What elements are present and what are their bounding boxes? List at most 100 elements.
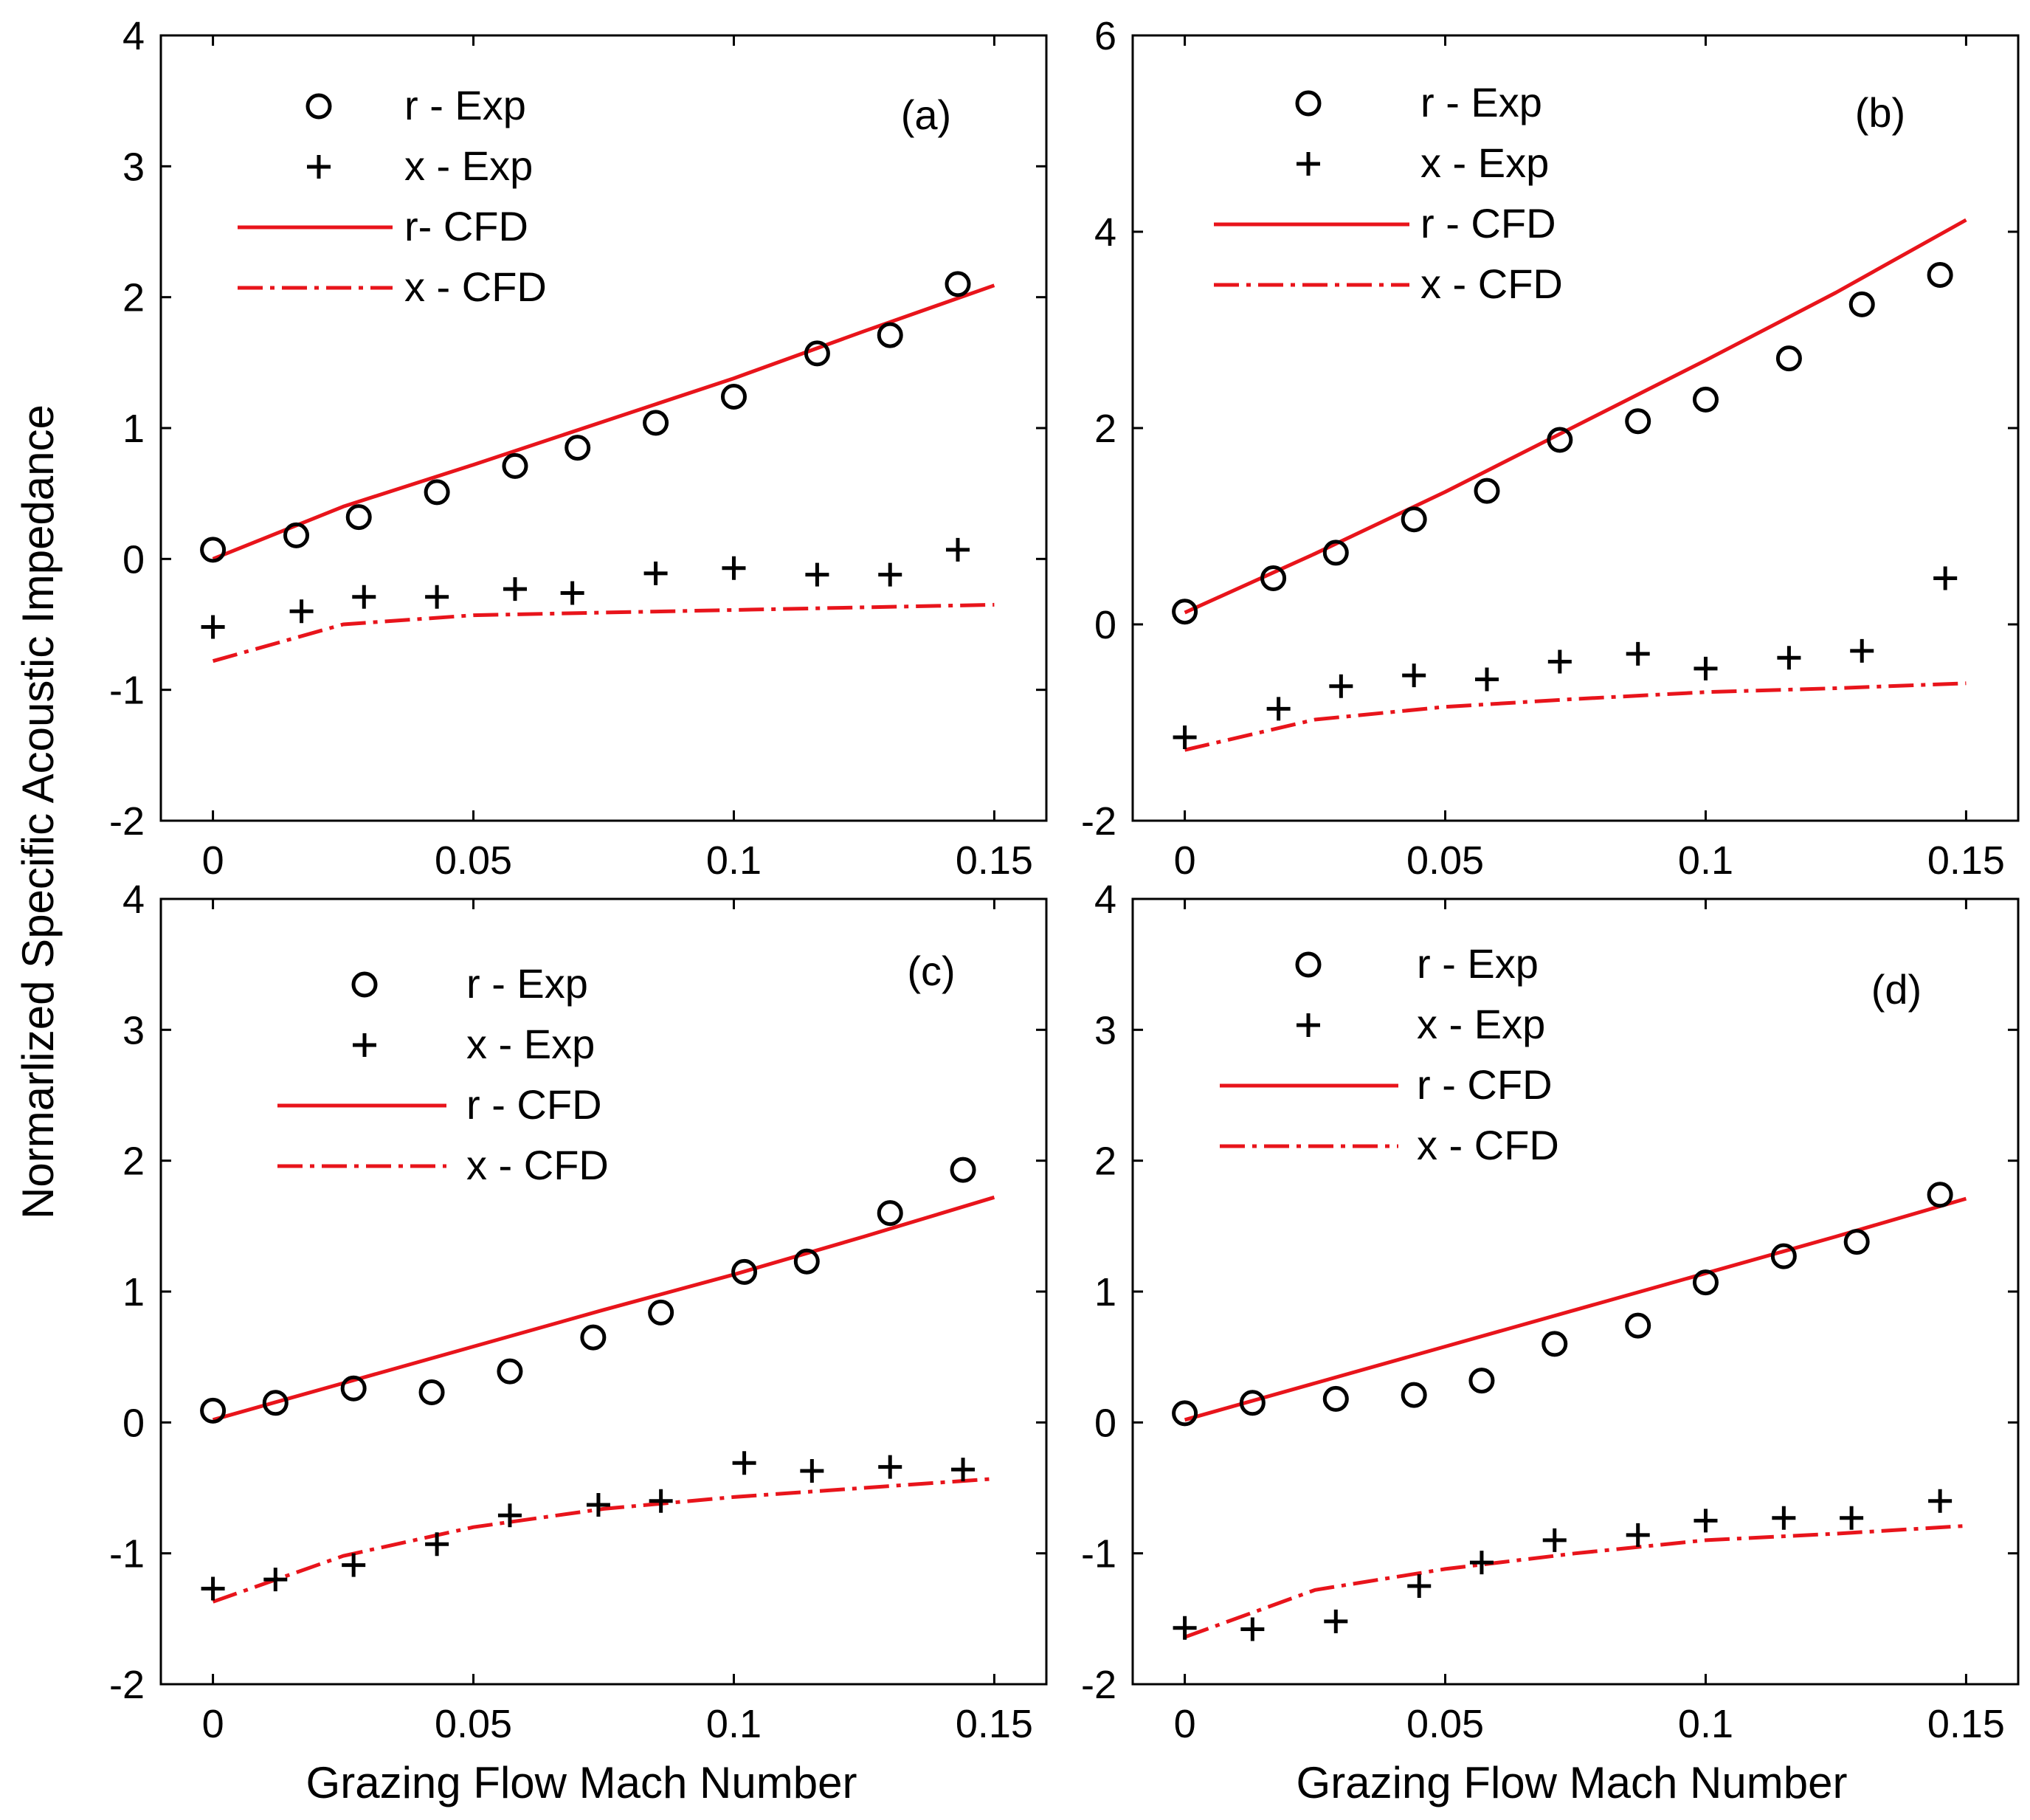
x-exp-point bbox=[1329, 674, 1353, 698]
x-exp-point bbox=[1542, 1528, 1567, 1552]
r-exp-point bbox=[1843, 1229, 1870, 1255]
legend-entry: r - Exp bbox=[1420, 79, 1542, 125]
x-exp-point bbox=[263, 1568, 288, 1592]
x-exp-point bbox=[1626, 1523, 1650, 1547]
legend-x-exp-marker bbox=[307, 155, 331, 179]
r-exp-point bbox=[1692, 1269, 1719, 1296]
x-exp-point bbox=[1469, 1551, 1494, 1575]
legend-entry: x - CFD bbox=[466, 1142, 609, 1188]
legend: r - Exp x - Exp r- CFD x - CFD bbox=[238, 82, 547, 310]
legend-entry: r - Exp bbox=[466, 960, 588, 1007]
panel-label: (c) bbox=[907, 948, 955, 994]
r-exp-point bbox=[340, 1375, 367, 1402]
r-exp-point bbox=[1542, 1331, 1568, 1357]
legend-x-exp-marker bbox=[353, 1033, 376, 1057]
x-exp-point bbox=[289, 599, 314, 624]
legend-entry: r- CFD bbox=[404, 203, 528, 249]
r-exp-point bbox=[1474, 478, 1500, 504]
y-tick-label: 1 bbox=[1094, 1270, 1116, 1314]
r-cfd-line bbox=[1184, 1196, 1967, 1422]
x-tick-label: 0 bbox=[1174, 838, 1196, 883]
legend-r-exp-marker bbox=[305, 93, 332, 120]
y-axis-title: Normarlized Specific Acoustic Impedance bbox=[13, 404, 63, 1219]
x-exp-point bbox=[1173, 1616, 1197, 1640]
r-exp-point bbox=[804, 340, 830, 367]
r-exp-point bbox=[1770, 1243, 1797, 1269]
r-exp-point bbox=[945, 271, 971, 297]
x-cfd-line bbox=[1184, 1523, 1967, 1639]
x-exp-point bbox=[1475, 667, 1499, 692]
y-tick-label: -1 bbox=[109, 669, 145, 713]
r-exp-point bbox=[1468, 1368, 1495, 1394]
legend-entry: x - CFD bbox=[1417, 1122, 1559, 1168]
legend-entry: r - CFD bbox=[466, 1081, 602, 1128]
x-tick-label: 0 bbox=[1174, 1702, 1196, 1746]
x-exp-point bbox=[425, 1532, 449, 1557]
x-exp-point bbox=[1266, 697, 1291, 721]
x-exp-point bbox=[732, 1451, 756, 1475]
x-exp-point bbox=[497, 1503, 522, 1528]
r-cfd-line bbox=[212, 283, 995, 561]
r-exp-point bbox=[1172, 1400, 1198, 1427]
r-cfd-line bbox=[212, 1195, 995, 1422]
r-exp-point bbox=[1848, 291, 1875, 317]
x-exp-point bbox=[560, 581, 584, 605]
legend-entry: x - Exp bbox=[1417, 1001, 1545, 1047]
x-exp-point bbox=[1694, 656, 1718, 680]
axes-box bbox=[159, 34, 1048, 822]
x-cfd-line bbox=[212, 602, 995, 663]
y-tick-label: 1 bbox=[122, 407, 145, 451]
r-exp-point bbox=[1927, 262, 1953, 289]
y-tick-label: 1 bbox=[122, 1270, 145, 1314]
legend-r-exp-marker bbox=[1295, 90, 1322, 117]
y-tick-label: 0 bbox=[122, 1401, 145, 1445]
r-exp-point bbox=[1172, 599, 1198, 625]
r-exp-point bbox=[580, 1324, 607, 1351]
x-exp-point bbox=[1850, 638, 1874, 663]
panels: 0 0.05 0.1 0.15 -2 -1 0 1 2 3 4 r - Exp x - Exp r- CF… bbox=[109, 14, 2020, 1746]
y-tick-label: 2 bbox=[1094, 407, 1116, 451]
r-exp-point bbox=[877, 1200, 903, 1227]
r-exp-point bbox=[502, 452, 528, 479]
legend-entry: x - CFD bbox=[1420, 261, 1563, 307]
y-tick-label: 2 bbox=[122, 1140, 145, 1184]
x-exp-point bbox=[1928, 1489, 1953, 1513]
legend-entry: r - Exp bbox=[404, 82, 526, 128]
legend-entry: x - Exp bbox=[466, 1021, 595, 1067]
r-exp-point bbox=[1547, 427, 1573, 453]
x-exp-point bbox=[1402, 663, 1426, 688]
legend-entry: x - Exp bbox=[404, 142, 533, 189]
r-exp-point bbox=[1692, 386, 1719, 413]
y-tick-label: -2 bbox=[1081, 799, 1116, 844]
x-exp-point bbox=[425, 585, 449, 609]
x-exp-point bbox=[805, 562, 829, 587]
r-exp-point bbox=[424, 479, 450, 506]
x-exp-point bbox=[800, 1458, 824, 1483]
r-exp-point bbox=[1775, 345, 1802, 372]
r-exp-point bbox=[497, 1358, 523, 1385]
x-exp-point bbox=[1324, 1609, 1348, 1633]
legend: r - Exp x - Exp r - CFD x - CFD bbox=[1214, 79, 1563, 307]
r-exp-point bbox=[1401, 506, 1427, 533]
x-exp-point bbox=[1840, 1506, 1864, 1530]
x-exp-point bbox=[1173, 725, 1197, 749]
y-tick-label: -2 bbox=[109, 1663, 145, 1707]
y-tick-label: 3 bbox=[122, 1008, 145, 1052]
r-exp-point bbox=[200, 537, 227, 563]
r-exp-point bbox=[1401, 1382, 1427, 1408]
x-exp-point bbox=[201, 615, 225, 639]
x-tick-label: 0.1 bbox=[706, 1702, 762, 1746]
y-tick-label: 6 bbox=[1094, 14, 1116, 58]
r-exp-point bbox=[418, 1379, 445, 1406]
y-tick-label: 4 bbox=[1094, 878, 1116, 922]
x-cfd-line bbox=[212, 1477, 995, 1604]
r-exp-point bbox=[262, 1390, 289, 1416]
r-exp-point bbox=[1322, 540, 1349, 566]
x-exp-point bbox=[951, 1458, 976, 1482]
y-tick-label: 0 bbox=[1094, 603, 1116, 647]
x-exp-point bbox=[1547, 649, 1572, 674]
x-exp-point bbox=[878, 1455, 902, 1479]
r-exp-point bbox=[643, 410, 669, 436]
x-axis-title-left: Grazing Flow Mach Number bbox=[306, 1758, 857, 1807]
y-tick-label: -1 bbox=[109, 1532, 145, 1576]
